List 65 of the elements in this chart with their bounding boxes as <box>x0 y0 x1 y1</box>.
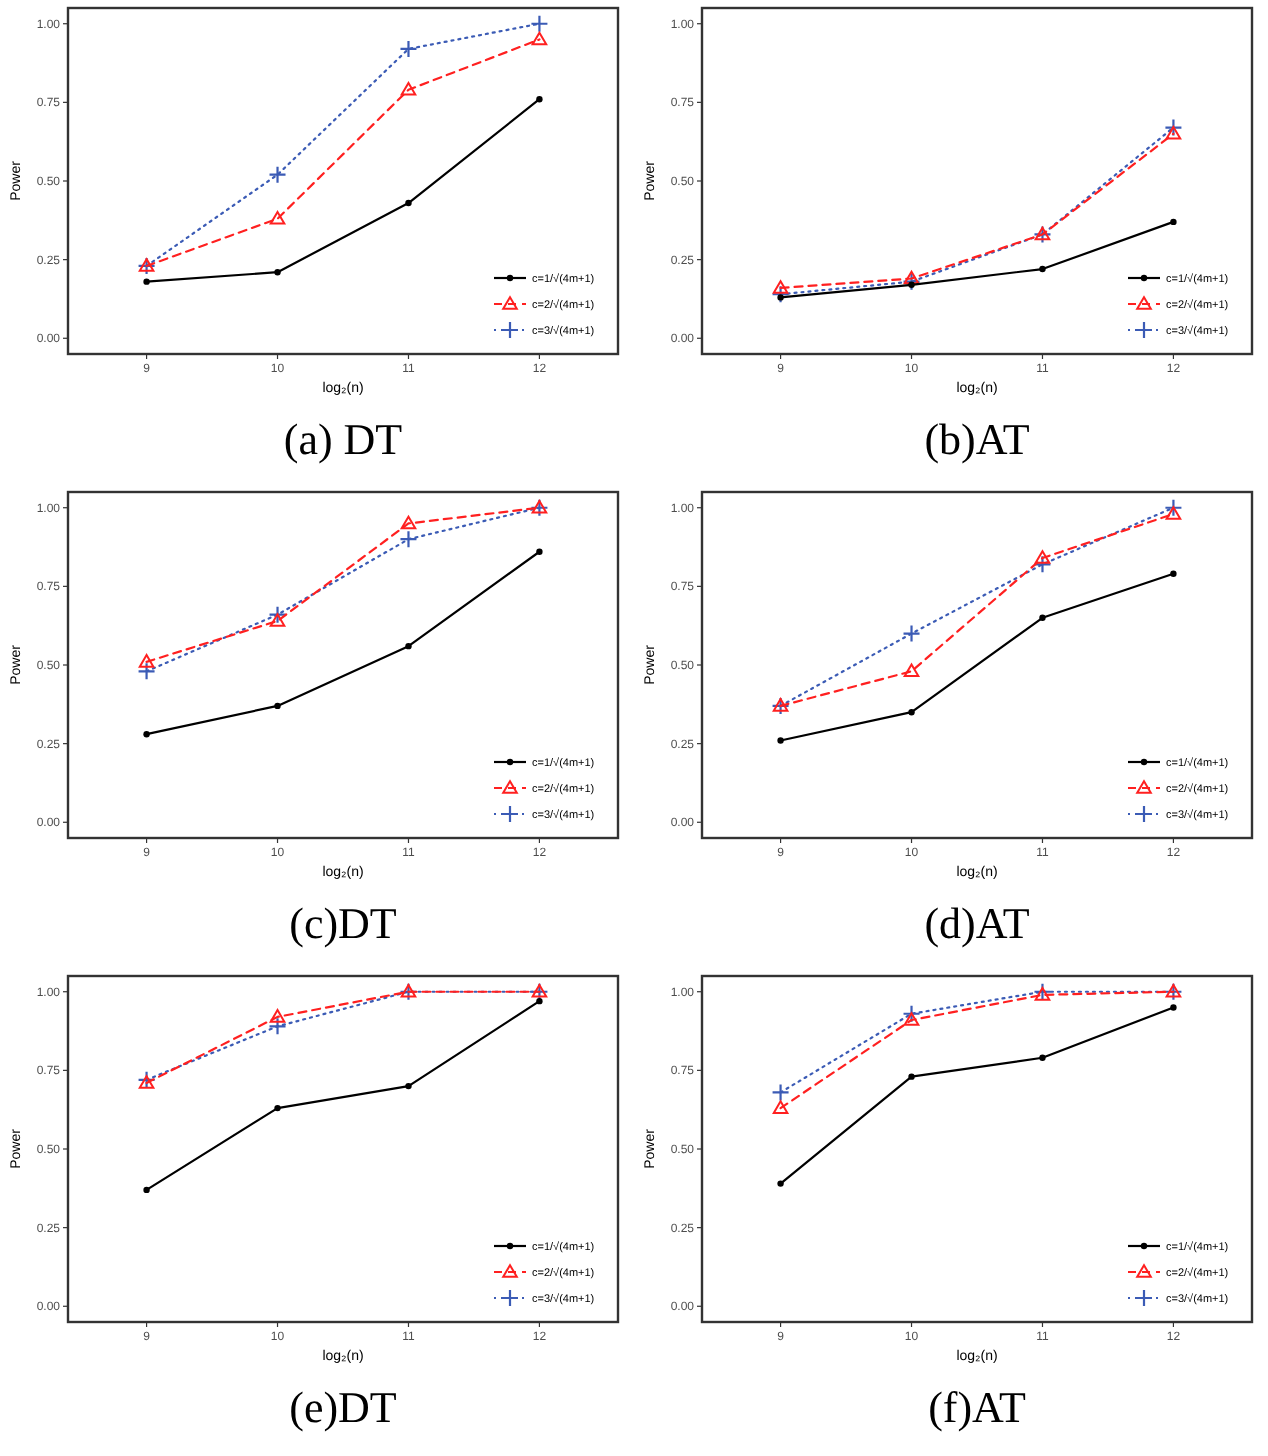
point <box>1170 570 1177 577</box>
point <box>143 278 150 285</box>
point <box>1170 1004 1177 1011</box>
point <box>400 515 417 530</box>
point <box>268 605 287 624</box>
point <box>1039 614 1046 622</box>
point <box>138 1075 155 1089</box>
point <box>902 1004 921 1023</box>
point <box>772 1100 789 1114</box>
point <box>1034 550 1051 564</box>
point <box>903 663 920 678</box>
text: (f)AT <box>928 1382 1027 1432</box>
point <box>771 285 790 304</box>
point <box>274 269 281 276</box>
point <box>143 731 150 738</box>
text: (c)DT <box>289 898 398 948</box>
point <box>530 14 549 33</box>
point <box>405 642 412 650</box>
point <box>274 1104 281 1112</box>
point <box>777 1180 784 1187</box>
text: (a) DT <box>283 414 404 464</box>
line-series <box>143 548 543 738</box>
point <box>903 1012 920 1026</box>
point <box>1039 265 1046 273</box>
point <box>268 1017 287 1036</box>
point <box>908 708 915 716</box>
point <box>536 997 543 1005</box>
point <box>902 272 921 291</box>
point <box>1164 498 1183 517</box>
point <box>771 1083 790 1102</box>
point <box>1165 126 1182 140</box>
text: (d)AT <box>924 898 1031 948</box>
line-series <box>777 1004 1177 1187</box>
point <box>399 39 418 58</box>
point <box>400 81 417 96</box>
point <box>536 548 543 555</box>
point <box>777 737 784 744</box>
point <box>531 31 548 46</box>
point <box>1165 506 1182 520</box>
point <box>1164 118 1183 137</box>
point <box>908 281 915 288</box>
point <box>274 702 281 710</box>
point <box>268 165 287 184</box>
point <box>1033 555 1052 574</box>
line-series <box>143 997 543 1194</box>
text: (b)AT <box>924 414 1031 464</box>
point <box>777 294 784 301</box>
point <box>1170 218 1177 226</box>
point <box>1034 987 1051 1001</box>
point <box>137 662 156 681</box>
point <box>269 210 286 225</box>
point <box>269 613 286 627</box>
point <box>138 654 155 668</box>
point <box>902 624 921 643</box>
point <box>405 199 412 207</box>
point <box>772 280 789 294</box>
point <box>1039 1054 1046 1061</box>
point <box>908 1073 915 1080</box>
point <box>405 1082 412 1090</box>
text: (e)DT <box>289 1382 398 1432</box>
point <box>269 1009 286 1023</box>
point <box>143 1186 150 1194</box>
point <box>536 96 543 103</box>
point <box>903 270 920 285</box>
point <box>399 530 418 549</box>
